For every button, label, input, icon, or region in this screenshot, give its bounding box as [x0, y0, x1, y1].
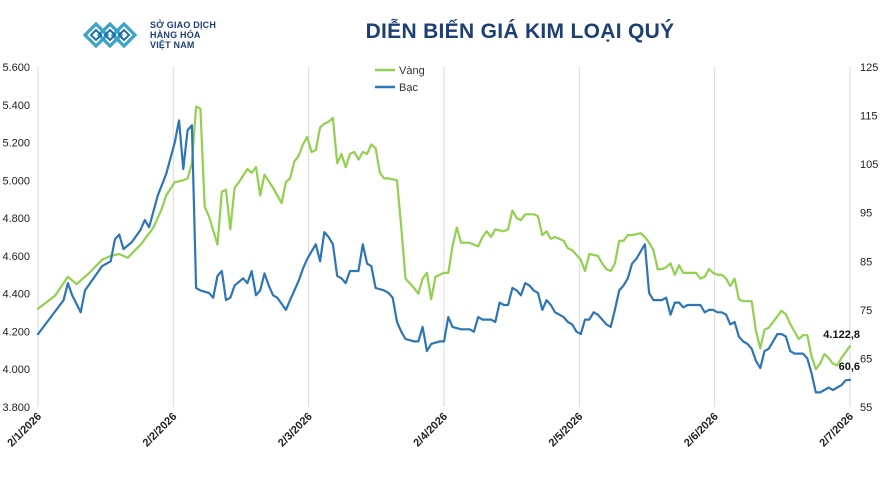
left-y-tick-label: 5.000 — [2, 175, 30, 187]
end-value-label: 4.122,8 — [823, 329, 860, 341]
x-axis: 2/1/2026 2/2/2026 2/3/2026 2/4/2026 2/5/2026… — [5, 411, 856, 450]
legend-label: Bạc — [399, 82, 418, 94]
logo-line-3: VIỆT NAM — [150, 40, 195, 50]
right-y-tick-label: 115 — [860, 111, 878, 123]
left-y-tick-label: 4.200 — [2, 326, 30, 338]
chart-title: DIỄN BIẾN GIÁ KIM LOẠI QUÝ — [365, 20, 675, 43]
right-y-tick-label: 105 — [860, 159, 878, 171]
sgdhhvn-logo: SỞ GIAO DỊCH HÀNG HÓA VIỆT NAM — [82, 18, 252, 54]
series-line-silver — [36, 119, 852, 394]
legend-label: Vàng — [399, 65, 425, 77]
right-y-tick-label: 55 — [860, 402, 872, 414]
left-y-axis: 3.800 4.000 4.200 4.400 4.600 4.800 5.000 5.200… — [2, 62, 30, 414]
x-tick-label: 2/6/2026 — [682, 411, 721, 450]
x-tick-label: 2/4/2026 — [411, 411, 450, 450]
end-value-label: 60,6 — [839, 361, 860, 373]
right-y-tick-label: 85 — [860, 256, 872, 268]
series-lines — [36, 105, 852, 394]
x-tick-label: 2/2/2026 — [141, 411, 180, 450]
left-y-tick-label: 4.600 — [2, 251, 30, 263]
x-tick-label: 2/3/2026 — [276, 411, 315, 450]
vertical-gridlines — [37, 67, 851, 407]
logo-mark-icon — [82, 21, 138, 49]
left-y-tick-label: 5.400 — [2, 100, 30, 112]
end-labels: 4.122,8 60,6 — [823, 329, 860, 373]
right-y-axis: 55 65 75 85 95 105 115 125 — [860, 62, 878, 414]
right-y-tick-label: 65 — [860, 353, 872, 365]
logo-line-2: HÀNG HÓA — [150, 30, 201, 40]
legend: Vàng Bạc — [375, 65, 425, 94]
right-y-tick-label: 95 — [860, 208, 872, 220]
x-tick-label: 2/5/2026 — [547, 411, 586, 450]
x-tick-label: 2/1/2026 — [5, 411, 44, 450]
series-line-gold — [36, 105, 852, 371]
left-y-tick-label: 3.800 — [2, 402, 30, 414]
left-y-tick-label: 5.600 — [2, 62, 30, 74]
left-y-tick-label: 4.800 — [2, 213, 30, 225]
right-y-tick-label: 75 — [860, 305, 872, 317]
x-tick-label: 2/7/2026 — [817, 411, 856, 450]
logo-line-1: SỞ GIAO DỊCH — [150, 20, 217, 30]
left-y-tick-label: 4.400 — [2, 289, 30, 301]
left-y-tick-label: 5.200 — [2, 138, 30, 150]
left-y-tick-label: 4.000 — [2, 364, 30, 376]
right-y-tick-label: 125 — [860, 62, 878, 74]
